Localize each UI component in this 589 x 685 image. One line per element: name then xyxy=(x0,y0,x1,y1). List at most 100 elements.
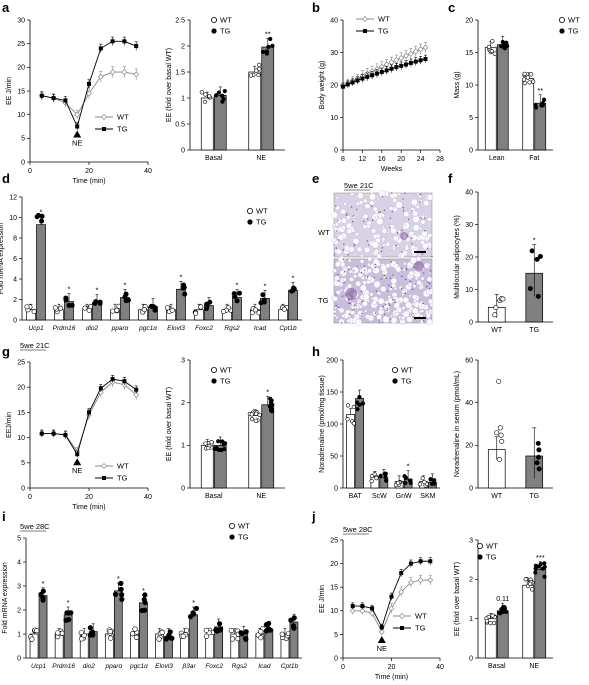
histology-row-tg: TG xyxy=(318,296,329,305)
data-point xyxy=(281,306,287,312)
data-point xyxy=(369,479,374,484)
ne-arrow-icon xyxy=(73,130,82,138)
nucleus xyxy=(414,283,417,285)
adipocyte xyxy=(412,299,417,303)
data-point xyxy=(355,78,360,83)
significance-label: ** xyxy=(537,86,543,95)
data-point xyxy=(214,446,219,452)
bar-tg xyxy=(496,610,509,659)
data-point xyxy=(501,604,506,610)
nucleus xyxy=(382,306,384,308)
data-point xyxy=(530,587,535,592)
adipocyte xyxy=(337,234,345,241)
data-point xyxy=(253,418,258,423)
adipocyte xyxy=(339,278,344,282)
category-label: Rgs2 xyxy=(232,663,248,670)
adipocyte xyxy=(352,238,360,245)
adipocyte xyxy=(407,282,413,287)
adipocyte xyxy=(401,306,406,310)
legend-tg-label: TG xyxy=(415,624,426,633)
significance-label: * xyxy=(533,236,536,245)
y-tick-label: 2 xyxy=(181,400,185,407)
data-point xyxy=(345,82,350,87)
nucleus xyxy=(391,298,394,301)
data-point xyxy=(122,39,127,44)
x-tick-label: 20 xyxy=(397,156,405,163)
data-point xyxy=(345,417,350,422)
adipocyte xyxy=(343,267,347,271)
data-point xyxy=(260,49,266,54)
adipocyte xyxy=(355,280,362,287)
data-point xyxy=(523,577,528,582)
legend-wt-label: WT xyxy=(401,366,413,375)
adipocyte xyxy=(419,284,423,288)
y-tick-label: 20 xyxy=(330,561,338,568)
data-point xyxy=(133,71,140,78)
adipocyte xyxy=(335,290,341,295)
y-tick-label: 40 xyxy=(465,189,473,196)
adipocyte xyxy=(372,300,377,306)
adipocyte xyxy=(373,280,381,289)
nucleus xyxy=(337,273,339,276)
ne-annotation: NE xyxy=(72,466,82,475)
significance-label: * xyxy=(124,280,127,289)
nucleus xyxy=(360,290,362,292)
adipocyte xyxy=(380,285,387,293)
y-tick-label: 20 xyxy=(465,254,473,261)
histology-image-tg xyxy=(331,255,434,326)
nucleus xyxy=(389,318,392,321)
data-point xyxy=(133,391,140,398)
significance-label: 0.11 xyxy=(496,596,509,603)
category-label: dio2 xyxy=(86,325,99,332)
data-point xyxy=(216,90,221,95)
data-point xyxy=(63,617,69,623)
adipocyte xyxy=(367,256,373,262)
data-point xyxy=(203,627,209,633)
y-tick-label: 40 xyxy=(465,400,473,407)
nucleus xyxy=(383,313,386,316)
category-label: TG xyxy=(529,327,539,334)
data-point xyxy=(258,629,264,635)
data-point xyxy=(266,620,272,627)
data-point xyxy=(355,407,360,412)
data-point xyxy=(203,633,210,639)
nucleus xyxy=(396,232,399,234)
nucleus xyxy=(379,211,382,213)
data-point xyxy=(51,431,56,436)
panel-letter-g: g xyxy=(2,344,10,359)
adipocyte xyxy=(402,222,410,230)
nucleus xyxy=(371,219,374,221)
adipocyte xyxy=(374,215,379,220)
nucleus xyxy=(379,321,381,324)
data-point xyxy=(63,433,68,438)
x-tick-label: 24 xyxy=(417,156,425,163)
vessel xyxy=(414,261,424,271)
adipocyte xyxy=(420,276,425,281)
data-point xyxy=(529,72,534,77)
data-point xyxy=(420,476,425,481)
y-tick-label: 2.5 xyxy=(175,17,185,24)
bar-wt xyxy=(200,444,214,489)
bar-wt xyxy=(484,46,497,151)
data-point xyxy=(264,51,270,56)
adipocyte xyxy=(341,225,346,230)
legend-tg-marker xyxy=(211,378,217,384)
category-label: ScW xyxy=(372,493,387,500)
data-point xyxy=(249,417,255,422)
data-point xyxy=(402,474,407,479)
adipocyte xyxy=(397,252,401,256)
data-point xyxy=(148,303,154,309)
adipocyte xyxy=(426,318,433,326)
data-point xyxy=(86,307,92,313)
ne-arrow-icon xyxy=(73,458,82,466)
data-point xyxy=(39,218,45,224)
data-point xyxy=(490,39,495,44)
adipocyte xyxy=(359,284,367,292)
y-tick-label: 12 xyxy=(9,194,17,201)
bar-tg xyxy=(189,614,198,659)
data-point xyxy=(496,456,502,462)
data-point xyxy=(260,292,266,298)
legend-wt-label: WT xyxy=(415,612,427,621)
y-tick-label: 1 xyxy=(181,95,185,102)
adipocyte xyxy=(333,226,338,231)
